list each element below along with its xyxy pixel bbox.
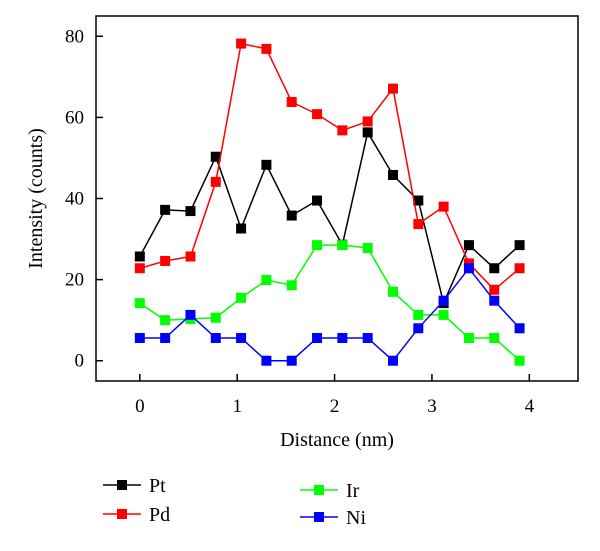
y-tick-label: 0 [75,351,85,372]
y-tick-label: 40 [65,189,84,210]
data-point-ir [312,240,323,251]
x-tick-label: 3 [427,396,437,417]
data-point-pt [362,127,373,138]
data-point-pt [261,159,272,170]
y-tick-label: 60 [65,107,84,128]
x-tick-label: 1 [232,396,242,417]
data-point-pd [514,263,525,274]
data-point-ir [362,242,373,253]
data-point-ir [337,240,348,251]
data-point-pd [160,255,171,266]
x-tick-label: 4 [525,396,535,417]
series-line-ni [139,267,521,362]
data-point-ni [185,309,196,320]
legend-item-ni: Ni [300,507,366,529]
series-pd [134,38,525,295]
data-point-ir [160,315,171,326]
y-tick-label: 20 [65,270,84,291]
data-point-pt [134,251,145,262]
data-point-pd [185,251,196,262]
data-point-ni [337,333,348,344]
data-point-pt [463,240,474,251]
y-axis: 0 20 40 60 80 [65,26,103,372]
x-tick-label: 0 [135,396,145,417]
data-point-ni [387,355,398,366]
data-point-pt [210,151,221,162]
data-point-ir [413,309,424,320]
legend: Pt Pd Ir Ni [103,475,366,529]
data-point-ni [463,263,474,274]
legend-item-pt: Pt [103,475,166,497]
legend-label: Ni [346,507,366,529]
data-point-ir [387,286,398,297]
data-point-ni [261,355,272,366]
data-point-pt [185,206,196,217]
data-point-pt [236,223,247,234]
legend-marker [314,512,324,522]
data-point-ir [210,312,221,323]
series-line-pd [139,42,521,291]
legend-marker [314,485,324,495]
data-point-pd [387,83,398,94]
data-point-ni [362,333,373,344]
legend-item-pd: Pd [103,504,170,526]
data-point-pt [286,210,297,221]
data-point-pd [236,38,247,49]
data-point-ir [514,355,525,366]
data-point-pd [210,176,221,187]
legend-marker [117,480,127,490]
data-point-pd [489,284,500,295]
series-layer [134,38,525,366]
legend-label: Ir [346,480,360,502]
data-point-pd [286,96,297,107]
data-point-ni [286,355,297,366]
legend-item-ir: Ir [300,480,360,502]
data-point-ir [134,298,145,309]
data-point-ir [489,333,500,344]
data-point-ir [286,280,297,291]
plot-frame [95,15,579,382]
data-point-pd [337,125,348,136]
plot-area: 0 20 40 60 80 0 1 2 3 4 [65,15,579,417]
data-point-pt [514,240,525,251]
data-point-ir [438,309,449,320]
x-tick-label: 2 [330,396,340,417]
data-point-pd [438,201,449,212]
data-point-pt [489,263,500,274]
data-point-pd [413,219,424,230]
data-point-ir [463,333,474,344]
data-point-pt [413,195,424,206]
legend-label: Pd [149,504,170,526]
data-point-ni [438,295,449,306]
data-point-pt [387,169,398,180]
data-point-pd [362,116,373,127]
data-point-ir [261,275,272,286]
legend-marker [117,509,127,519]
data-point-pd [312,109,323,120]
data-point-pt [312,195,323,206]
data-point-ni [312,333,323,344]
data-point-ni [210,333,221,344]
x-axis: 0 1 2 3 4 [135,374,535,417]
data-point-pd [261,43,272,54]
series-line-pt [139,130,521,306]
legend-label: Pt [149,475,166,497]
data-point-ni [413,323,424,334]
series-pt [134,127,525,309]
x-axis-title: Distance (nm) [280,429,394,451]
data-point-ni [160,333,171,344]
data-point-pt [160,204,171,215]
data-point-ir [236,292,247,303]
series-ni [134,263,525,366]
data-point-ni [514,323,525,334]
data-point-ni [236,333,247,344]
y-tick-label: 80 [65,26,84,47]
data-point-pd [134,263,145,274]
data-point-ni [134,333,145,344]
y-axis-title: Intensity (counts) [25,128,47,269]
series-line-ir [139,244,521,362]
data-point-ni [489,295,500,306]
